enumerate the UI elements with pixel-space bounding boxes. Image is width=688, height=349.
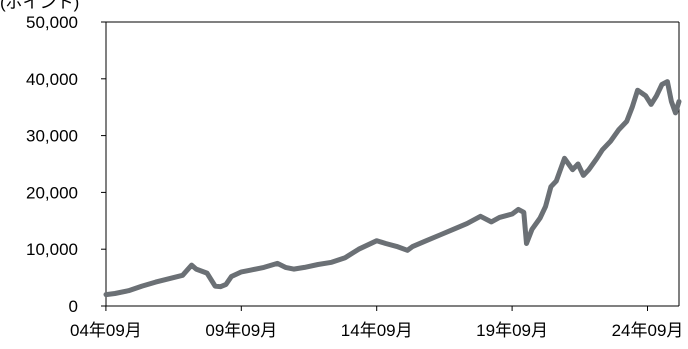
x-tick-label: 09年09月: [205, 321, 277, 340]
y-tick-label: 50,000: [26, 13, 78, 32]
y-tick-label: 40,000: [26, 70, 78, 89]
y-tick-label: 30,000: [26, 127, 78, 146]
axis-ticks: [101, 21, 648, 311]
x-tick-label: 24年09月: [612, 321, 684, 340]
series-group: [103, 79, 682, 298]
series-line: [103, 79, 682, 298]
x-tick-label: 19年09月: [476, 321, 548, 340]
x-tick-label: 04年09月: [70, 321, 142, 340]
y-unit-label: (ポイント): [0, 0, 79, 12]
y-tick-labels: 0 10,000 20,000 30,000 40,000 50,000: [26, 13, 78, 316]
axes: [105, 21, 680, 307]
y-tick-label: 10,000: [26, 240, 78, 259]
y-tick-label: 0: [69, 297, 78, 316]
x-tick-labels: 04年09月 09年09月 14年09月 19年09月 24年09月: [70, 321, 683, 340]
x-tick-label: 14年09月: [341, 321, 413, 340]
y-tick-label: 20,000: [26, 183, 78, 202]
